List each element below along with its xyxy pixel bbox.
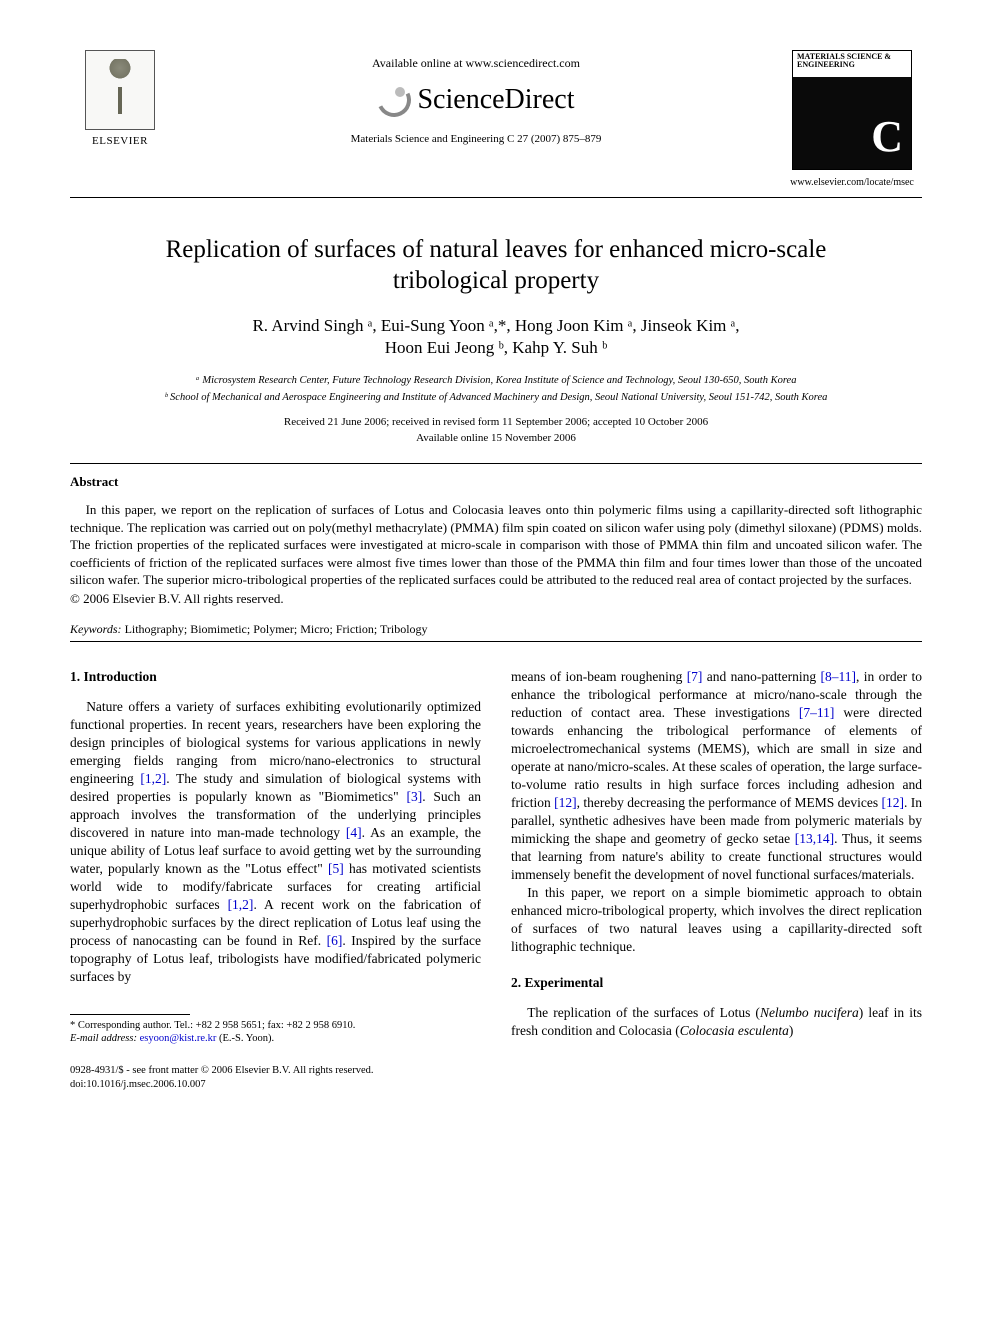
email-suffix: (E.-S. Yoon). bbox=[219, 1033, 274, 1044]
elsevier-tree-icon bbox=[85, 50, 155, 130]
available-online-line: Available online at www.sciencedirect.co… bbox=[180, 56, 772, 72]
ref-link[interactable]: [5] bbox=[328, 861, 344, 876]
abstract-top-rule bbox=[70, 463, 922, 464]
column-left: 1. Introduction Nature offers a variety … bbox=[70, 668, 481, 1091]
journal-block: MATERIALS SCIENCE & ENGINEERING C www.el… bbox=[782, 50, 922, 189]
species-name: Colocasia esculenta bbox=[680, 1023, 789, 1038]
ref-link[interactable]: [3] bbox=[406, 789, 422, 804]
front-matter-line-1: 0928-4931/$ - see front matter © 2006 El… bbox=[70, 1064, 481, 1078]
ref-link[interactable]: [13,14] bbox=[795, 831, 834, 846]
header: ELSEVIER Available online at www.science… bbox=[70, 50, 922, 189]
intro-paragraph-1-cont: means of ion-beam roughening [7] and nan… bbox=[511, 668, 922, 883]
authors-line-2: Hoon Eui Jeong ᵇ, Kahp Y. Suh ᵇ bbox=[385, 338, 608, 357]
journal-cover-letter: C bbox=[871, 108, 903, 165]
t: and nano-patterning bbox=[702, 669, 820, 684]
abstract-text: In this paper, we report on the replicat… bbox=[70, 501, 922, 589]
ref-link[interactable]: [4] bbox=[346, 825, 362, 840]
journal-reference: Materials Science and Engineering C 27 (… bbox=[180, 132, 772, 146]
sciencedirect-text: ScienceDirect bbox=[417, 82, 574, 118]
abstract-label: Abstract bbox=[70, 474, 922, 491]
dates-line-2: Available online 15 November 2006 bbox=[70, 431, 922, 445]
ref-link[interactable]: [6] bbox=[327, 933, 343, 948]
intro-heading: 1. Introduction bbox=[70, 668, 481, 686]
t: ) bbox=[789, 1023, 794, 1038]
keywords-label: Keywords: bbox=[70, 622, 122, 636]
ref-link[interactable]: [7–11] bbox=[799, 705, 835, 720]
body-columns: 1. Introduction Nature offers a variety … bbox=[70, 668, 922, 1091]
experimental-heading: 2. Experimental bbox=[511, 974, 922, 992]
authors: R. Arvind Singh ᵃ, Eui-Sung Yoon ᵃ,*, Ho… bbox=[70, 315, 922, 361]
affiliation-a: ᵃ Microsystem Research Center, Future Te… bbox=[70, 374, 922, 388]
header-rule bbox=[70, 197, 922, 198]
journal-url: www.elsevier.com/locate/msec bbox=[782, 176, 922, 189]
ref-link[interactable]: [1,2] bbox=[140, 771, 166, 786]
article-title: Replication of surfaces of natural leave… bbox=[130, 234, 862, 297]
corresponding-footnote: * Corresponding author. Tel.: +82 2 958 … bbox=[70, 1019, 481, 1046]
keywords-list: Lithography; Biomimetic; Polymer; Micro;… bbox=[125, 622, 428, 636]
abstract-bottom-rule bbox=[70, 641, 922, 642]
email-line: E-mail address: esyoon@kist.re.kr (E.-S.… bbox=[70, 1032, 481, 1046]
doi-line: doi:10.1016/j.msec.2006.10.007 bbox=[70, 1078, 481, 1092]
email-link[interactable]: esyoon@kist.re.kr bbox=[140, 1033, 217, 1044]
front-matter: 0928-4931/$ - see front matter © 2006 El… bbox=[70, 1064, 481, 1091]
t: , thereby decreasing the performance of … bbox=[577, 795, 882, 810]
email-label: E-mail address: bbox=[70, 1033, 137, 1044]
column-right: means of ion-beam roughening [7] and nan… bbox=[511, 668, 922, 1091]
journal-cover-title: MATERIALS SCIENCE & ENGINEERING bbox=[797, 53, 907, 70]
journal-cover-icon: MATERIALS SCIENCE & ENGINEERING C bbox=[792, 50, 912, 170]
keywords: Keywords: Lithography; Biomimetic; Polym… bbox=[70, 622, 922, 638]
sciencedirect-logo: ScienceDirect bbox=[377, 82, 574, 118]
experimental-paragraph-1: The replication of the surfaces of Lotus… bbox=[511, 1004, 922, 1040]
t: The replication of the surfaces of Lotus… bbox=[527, 1005, 760, 1020]
publisher-name: ELSEVIER bbox=[70, 134, 170, 148]
authors-line-1: R. Arvind Singh ᵃ, Eui-Sung Yoon ᵃ,*, Ho… bbox=[252, 316, 739, 335]
species-name: Nelumbo nucifera bbox=[760, 1005, 859, 1020]
center-header: Available online at www.sciencedirect.co… bbox=[170, 50, 782, 146]
abstract-copyright: © 2006 Elsevier B.V. All rights reserved… bbox=[70, 591, 922, 608]
ref-link[interactable]: [12] bbox=[554, 795, 577, 810]
footnote-rule bbox=[70, 1014, 190, 1015]
publisher-block: ELSEVIER bbox=[70, 50, 170, 148]
ref-link[interactable]: [12] bbox=[881, 795, 904, 810]
page-root: ELSEVIER Available online at www.science… bbox=[0, 0, 992, 1131]
ref-link[interactable]: [7] bbox=[687, 669, 703, 684]
dates-line-1: Received 21 June 2006; received in revis… bbox=[70, 415, 922, 429]
intro-paragraph-2: In this paper, we report on a simple bio… bbox=[511, 884, 922, 956]
sciencedirect-swoosh-icon bbox=[377, 83, 411, 117]
corr-author-line: * Corresponding author. Tel.: +82 2 958 … bbox=[70, 1019, 481, 1033]
ref-link[interactable]: [8–11] bbox=[821, 669, 857, 684]
ref-link[interactable]: [1,2] bbox=[228, 897, 254, 912]
abstract-body: In this paper, we report on the replicat… bbox=[70, 501, 922, 589]
intro-paragraph-1: Nature offers a variety of surfaces exhi… bbox=[70, 698, 481, 985]
affiliation-b: ᵇ School of Mechanical and Aerospace Eng… bbox=[70, 391, 922, 405]
t: means of ion-beam roughening bbox=[511, 669, 687, 684]
